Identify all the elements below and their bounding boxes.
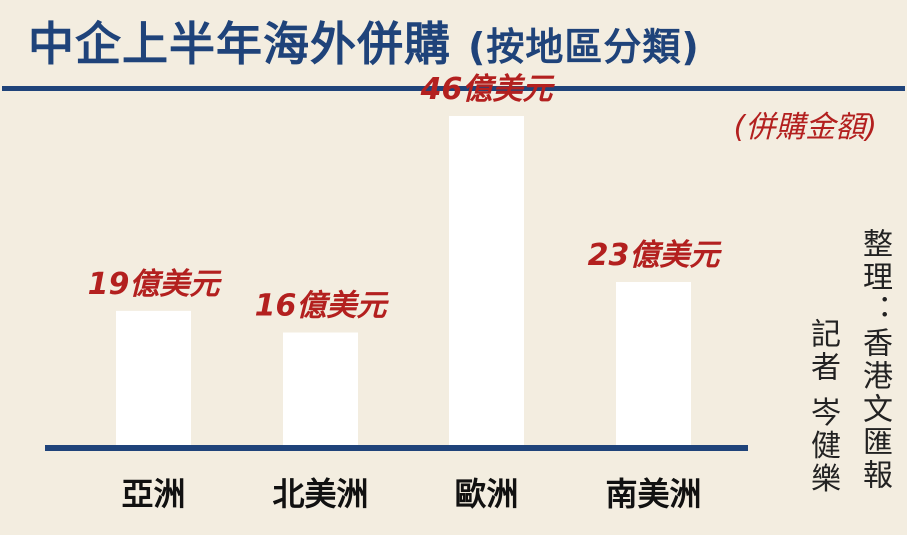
category-label-0: 亞洲 <box>121 475 185 513</box>
credit-reporter: 記者 岑健樂 <box>805 318 840 496</box>
data-label-1: 16億美元 <box>255 289 390 324</box>
title-main: 中企上半年海外併購 <box>28 17 451 71</box>
credit-organization: 整理：香港文匯報 <box>857 228 892 492</box>
title-divider <box>2 86 905 91</box>
unit-label: (併購金額) <box>733 110 877 145</box>
bar-3 <box>616 282 691 448</box>
category-label-2: 歐洲 <box>454 475 518 513</box>
chart-title: 中企上半年海外併購 (按地區分類) <box>28 8 700 74</box>
data-label-3: 23億美元 <box>588 238 723 273</box>
data-label-2: 46億美元 <box>420 72 556 107</box>
x-axis-line <box>45 445 748 451</box>
data-label-0: 19億美元 <box>88 267 223 302</box>
category-label-3: 南美洲 <box>605 475 701 513</box>
bar-1 <box>283 332 358 448</box>
category-label-1: 北美洲 <box>272 475 368 513</box>
bar-0 <box>116 310 191 448</box>
title-subtitle: (按地區分類) <box>468 25 700 69</box>
bar-2 <box>449 116 524 448</box>
